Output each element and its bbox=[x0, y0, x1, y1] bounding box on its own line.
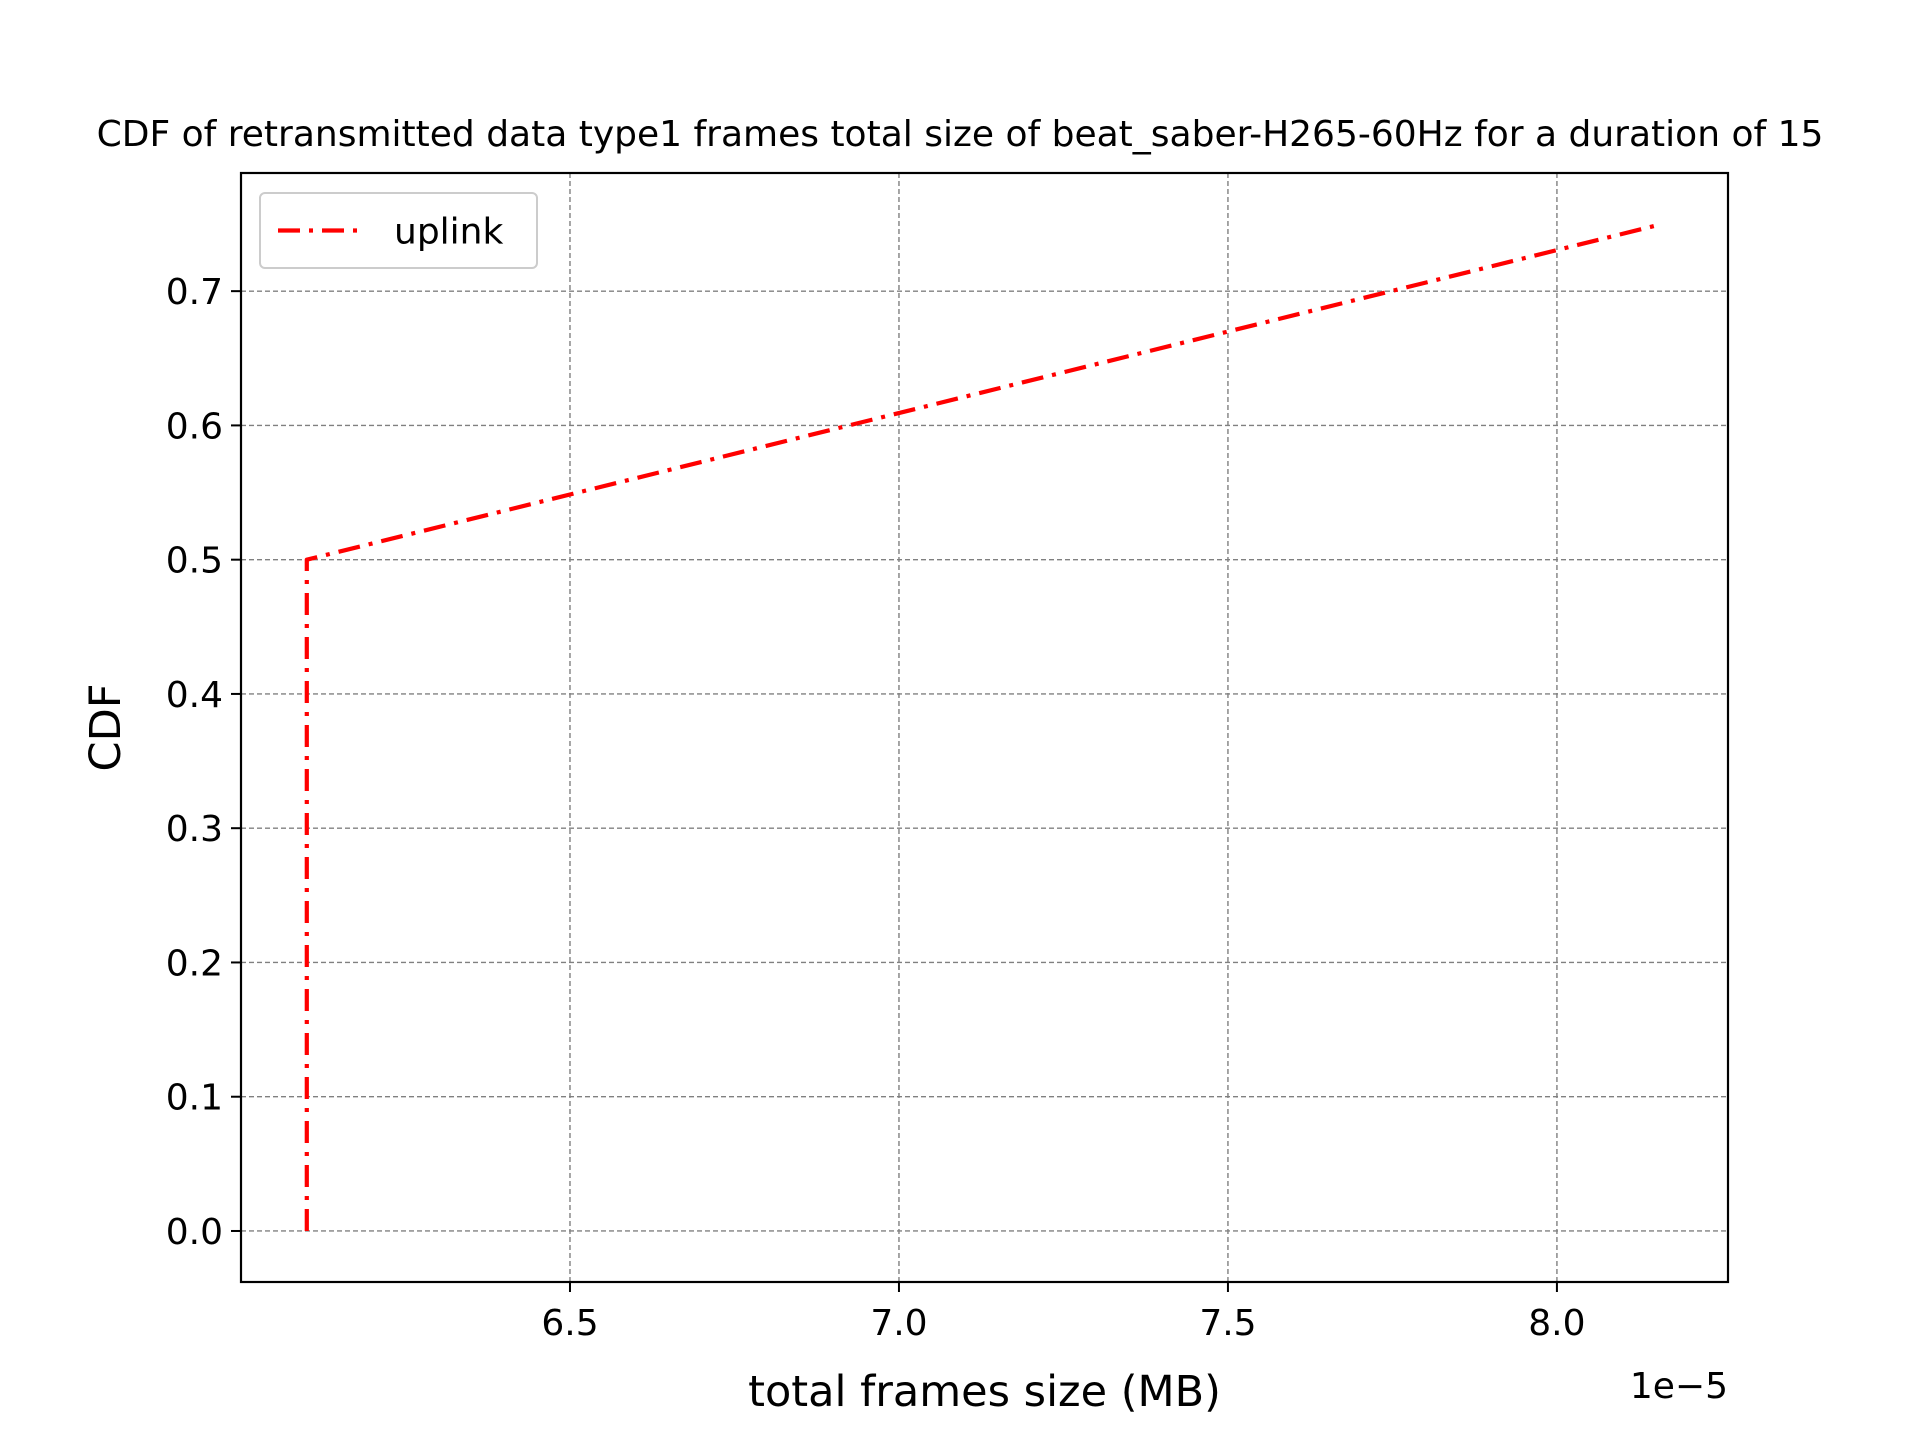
y-tick-label: 0.5 bbox=[166, 541, 223, 582]
grid bbox=[241, 173, 1728, 1282]
y-tick-label: 0.7 bbox=[166, 272, 223, 313]
y-tick-label: 0.2 bbox=[166, 943, 223, 984]
y-tick-label: 0.0 bbox=[166, 1212, 223, 1253]
x-axis-label: total frames size (MB) bbox=[748, 1367, 1221, 1417]
plot-frame bbox=[239, 171, 1730, 1284]
x-axis-offset-label: 1e−5 bbox=[1630, 1366, 1728, 1407]
series-line-uplink bbox=[304, 221, 1663, 1231]
y-tick-label: 0.6 bbox=[166, 406, 223, 447]
legend-box bbox=[259, 192, 538, 269]
x-tick-label: 7.5 bbox=[1199, 1303, 1256, 1344]
legend-label: uplink bbox=[394, 212, 503, 253]
x-tick-label: 7.0 bbox=[870, 1303, 927, 1344]
x-tick-label: 8.0 bbox=[1528, 1303, 1585, 1344]
y-tick-label: 0.1 bbox=[166, 1078, 223, 1119]
x-axis-ticks: 6.5 7.0 7.5 8.0 bbox=[541, 1282, 1586, 1344]
y-tick-label: 0.4 bbox=[166, 675, 223, 716]
y-axis-ticks: 0.0 0.1 0.2 0.3 0.4 0.5 0.6 0.7 bbox=[166, 272, 241, 1253]
chart-title: CDF of retransmitted data type1 frames t… bbox=[97, 114, 1824, 155]
y-tick-label: 0.3 bbox=[166, 809, 223, 850]
y-axis-label: CDF bbox=[81, 684, 131, 772]
legend: uplink bbox=[259, 192, 538, 269]
x-tick-label: 6.5 bbox=[541, 1303, 598, 1344]
series-layer bbox=[304, 221, 1663, 1231]
